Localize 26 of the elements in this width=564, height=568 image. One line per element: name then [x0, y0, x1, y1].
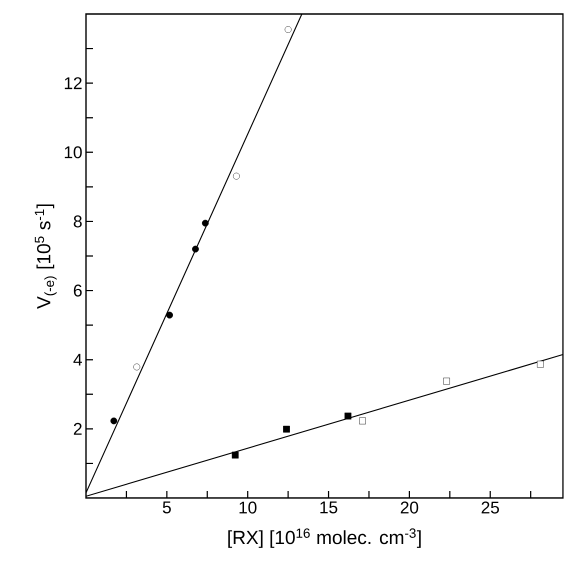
point — [202, 220, 209, 227]
y-tick-label: 6 — [74, 284, 82, 297]
point — [192, 246, 200, 252]
y-tick-label: 2 — [74, 422, 82, 435]
x-tick-label: 15 — [320, 502, 338, 514]
y-tick-label: 10 — [65, 146, 82, 158]
point — [233, 172, 240, 180]
x-tick-label: 5 — [162, 502, 171, 514]
point — [443, 378, 450, 385]
point — [166, 312, 174, 319]
x-axis-title: [RX] [10$^{16}$ molec. cm$^{-3}$] — [228, 528, 421, 548]
x-tick-label: 10 — [240, 502, 257, 514]
point — [283, 426, 290, 433]
point — [284, 26, 292, 33]
y-tick-label: 12 — [65, 77, 82, 90]
point — [537, 360, 544, 368]
y-tick-label: 8 — [74, 215, 82, 228]
point — [344, 412, 352, 420]
point — [232, 452, 239, 459]
x-tick-label: 20 — [400, 502, 418, 514]
point — [134, 364, 140, 370]
point — [359, 418, 366, 424]
point — [110, 418, 118, 424]
y-axis-title: V$_{(-e)}$ [10$^{5}$ s$^{-1}$] — [34, 204, 57, 309]
y-tick-label: 4 — [74, 354, 82, 366]
x-tick-label: 25 — [482, 502, 500, 514]
